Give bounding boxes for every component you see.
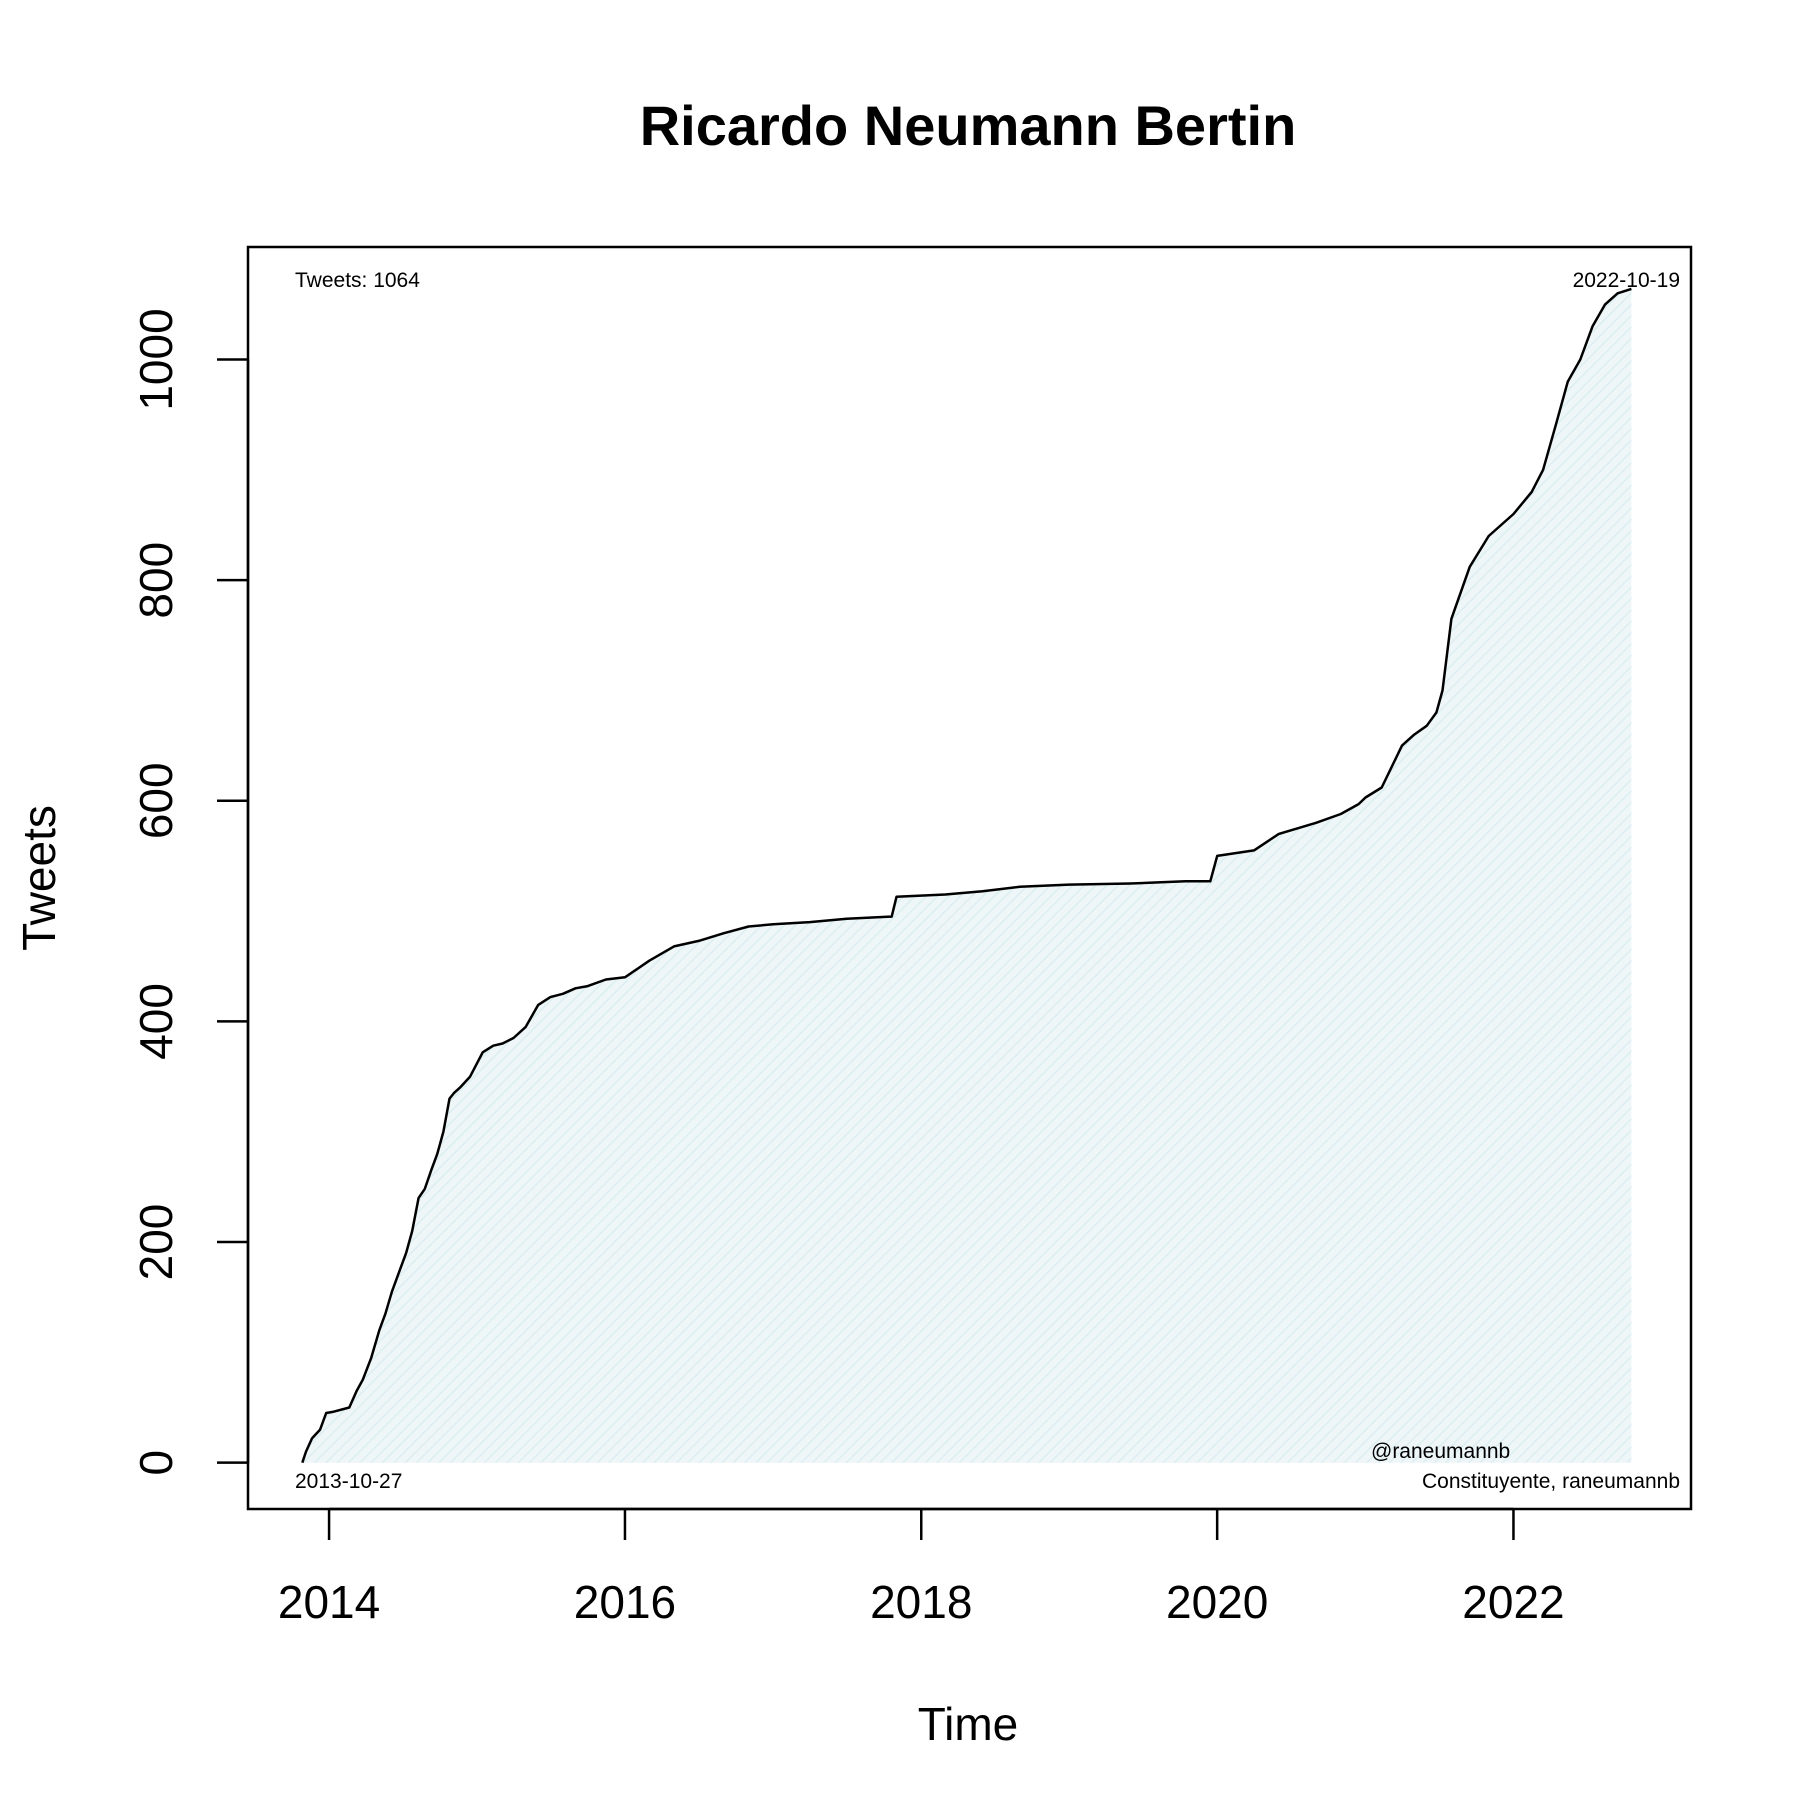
x-tick-label: 2014: [278, 1576, 380, 1628]
x-axis-label: Time: [918, 1698, 1019, 1750]
annotation-start-date: 2013-10-27: [295, 1470, 402, 1493]
chart-title: Ricardo Neumann Bertin: [640, 94, 1297, 157]
annotation-tweet-count: Tweets: 1064: [295, 269, 420, 292]
x-tick-label: 2020: [1166, 1576, 1268, 1628]
plot-area: [301, 287, 1632, 1464]
y-tick-label: 1000: [130, 308, 182, 410]
x-axis: 2014 2016 2018 2020 2022: [278, 1507, 1565, 1628]
series-line: [301, 287, 1632, 1464]
annotation-end-date: 2022-10-19: [1573, 269, 1680, 292]
y-tick-label: 800: [130, 542, 182, 619]
y-tick-label: 200: [130, 1204, 182, 1281]
annotation-handle: @raneumannb: [1371, 1440, 1510, 1463]
x-tick-label: 2022: [1462, 1576, 1564, 1628]
y-tick-label: 400: [130, 983, 182, 1060]
area-fill: [302, 288, 1632, 1463]
x-tick-label: 2018: [870, 1576, 972, 1628]
y-tick-label: 600: [130, 762, 182, 839]
y-axis-label: Tweets: [13, 805, 65, 951]
y-tick-label: 0: [130, 1450, 182, 1476]
annotation-description: Constituyente, raneumannb: [1422, 1470, 1680, 1493]
y-axis: 0 200 400 600 800 1000: [130, 308, 250, 1476]
x-tick-label: 2016: [574, 1576, 676, 1628]
